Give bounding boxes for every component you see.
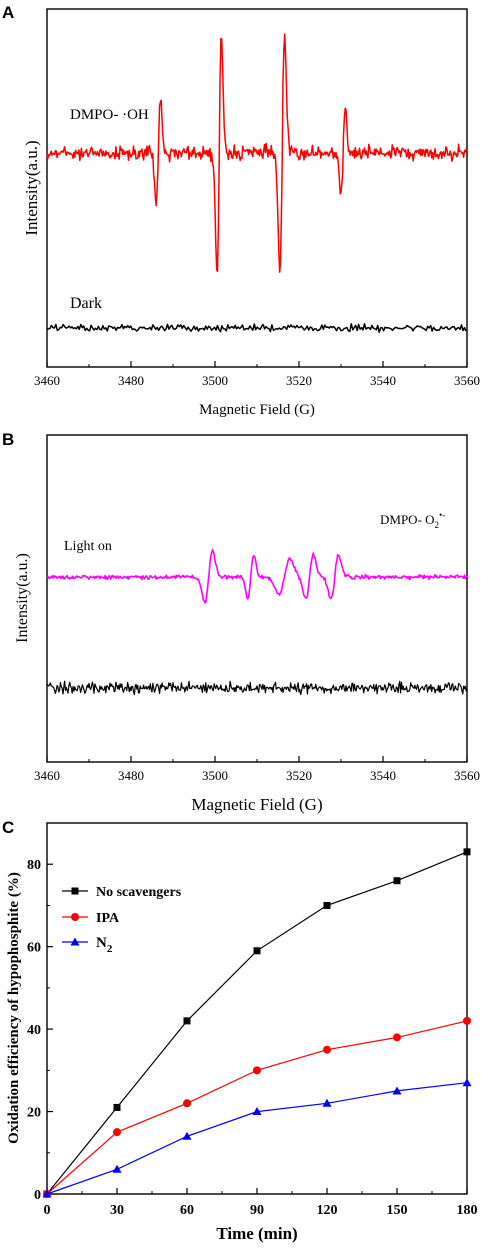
panel-c-legend: No scavengers IPA N2: [62, 885, 182, 955]
panel-b-x-axis: 3460 3480 3500 3520 3540 3560: [34, 756, 480, 783]
b-xtick-label: 3500: [202, 768, 228, 783]
legend-marker-no-scavengers: [71, 887, 79, 895]
legend-label-n2: N2: [96, 935, 113, 955]
panel-c-ylabel: Oxidation efficiency of hypophosphite (%…: [6, 872, 22, 1144]
panel-a-frame: [46, 8, 468, 368]
point-ipa: [463, 1016, 471, 1025]
a-xtick-label: 3560: [454, 373, 480, 388]
legend-marker-n2: [70, 937, 80, 946]
b-xtick-label: 3540: [370, 768, 396, 783]
panel-a-xlabel: Magnetic Field (G): [199, 402, 315, 418]
panel-b-frame: [46, 434, 468, 763]
panel-c-series: [42, 848, 472, 1198]
legend-marker-ipa: [71, 913, 79, 921]
point-ipa: [323, 1045, 331, 1054]
panel-b-xlabel: Magnetic Field (G): [191, 795, 322, 814]
label-dmpo-oh: DMPO- ·OH: [70, 107, 149, 123]
a-xtick-label: 3540: [370, 373, 396, 388]
panel-a-letter: A: [2, 3, 14, 22]
c-xtick-label: 60: [180, 1203, 194, 1218]
point-no-scavengers: [183, 1017, 191, 1025]
series-line-no-scavengers: [46, 851, 468, 1195]
point-ipa: [393, 1033, 401, 1042]
label-dmpo-o2: DMPO- O2•-: [380, 510, 445, 530]
a-xtick-label: 3520: [286, 373, 312, 388]
point-n2: [252, 1107, 262, 1116]
label-dark: Dark: [70, 295, 102, 312]
point-ipa: [253, 1066, 261, 1075]
c-xtick-label: 90: [250, 1203, 264, 1218]
point-n2: [42, 1189, 52, 1198]
series-line-dmpo-oh: [46, 33, 468, 273]
point-no-scavengers: [393, 877, 401, 885]
point-n2: [462, 1078, 472, 1087]
c-ytick-label: 60: [27, 941, 41, 956]
point-ipa: [183, 1099, 191, 1108]
a-xtick-label: 3480: [118, 373, 144, 388]
panel-b: B 3460 3480 3500 3520 3540 3560 Light on DMPO…: [2, 430, 480, 814]
c-ytick-label: 0: [34, 1188, 41, 1203]
c-xtick-label: 0: [44, 1203, 51, 1218]
c-xtick-label: 150: [387, 1203, 408, 1218]
c-ytick-label: 80: [27, 858, 41, 873]
series-line-dark: [46, 323, 467, 334]
point-n2: [112, 1164, 122, 1173]
panel-a-ylabel: Intensity(a.u.): [22, 140, 41, 235]
panel-a-x-axis: 3460 3480 3500 3520 3540 3560: [34, 361, 480, 388]
b-xtick-label: 3560: [454, 768, 480, 783]
panel-b-ylabel: Intensity(a.u.): [14, 553, 31, 643]
point-ipa: [113, 1128, 121, 1137]
panel-c-letter: C: [2, 818, 14, 837]
c-xtick-label: 30: [110, 1203, 124, 1218]
point-n2: [322, 1098, 332, 1107]
point-n2: [182, 1131, 192, 1140]
point-n2: [392, 1086, 402, 1095]
a-xtick-label: 3500: [202, 373, 228, 388]
b-xtick-label: 3460: [34, 768, 60, 783]
panel-c-xlabel: Time (min): [216, 1224, 297, 1243]
label-light-on: Light on: [64, 539, 112, 554]
point-no-scavengers: [323, 901, 331, 909]
point-no-scavengers: [253, 947, 261, 955]
c-ytick-label: 40: [27, 1023, 41, 1038]
point-no-scavengers: [113, 1103, 121, 1111]
series-line-light-on: [46, 548, 468, 604]
panel-a: A 3460 3480 3500 3520 3540 3560 DMPO- ·OH Dar…: [2, 3, 480, 418]
series-line-dark-b: [46, 680, 468, 696]
panel-b-letter: B: [2, 430, 14, 449]
a-xtick-label: 3460: [34, 373, 60, 388]
point-no-scavengers: [463, 848, 471, 856]
b-xtick-label: 3520: [286, 768, 312, 783]
c-xtick-label: 180: [457, 1203, 478, 1218]
legend-label-no-scavengers: No scavengers: [96, 885, 182, 900]
c-xtick-label: 120: [317, 1203, 338, 1218]
panel-c: C 0 30 60 90 120 150 180 0 20 40 60 80 No scavenger…: [2, 818, 478, 1243]
b-xtick-label: 3480: [118, 768, 144, 783]
c-ytick-label: 20: [27, 1106, 41, 1121]
legend-label-ipa: IPA: [96, 911, 120, 926]
panel-c-axes: 0 30 60 90 120 150 180 0 20 40 60 80: [27, 858, 478, 1218]
